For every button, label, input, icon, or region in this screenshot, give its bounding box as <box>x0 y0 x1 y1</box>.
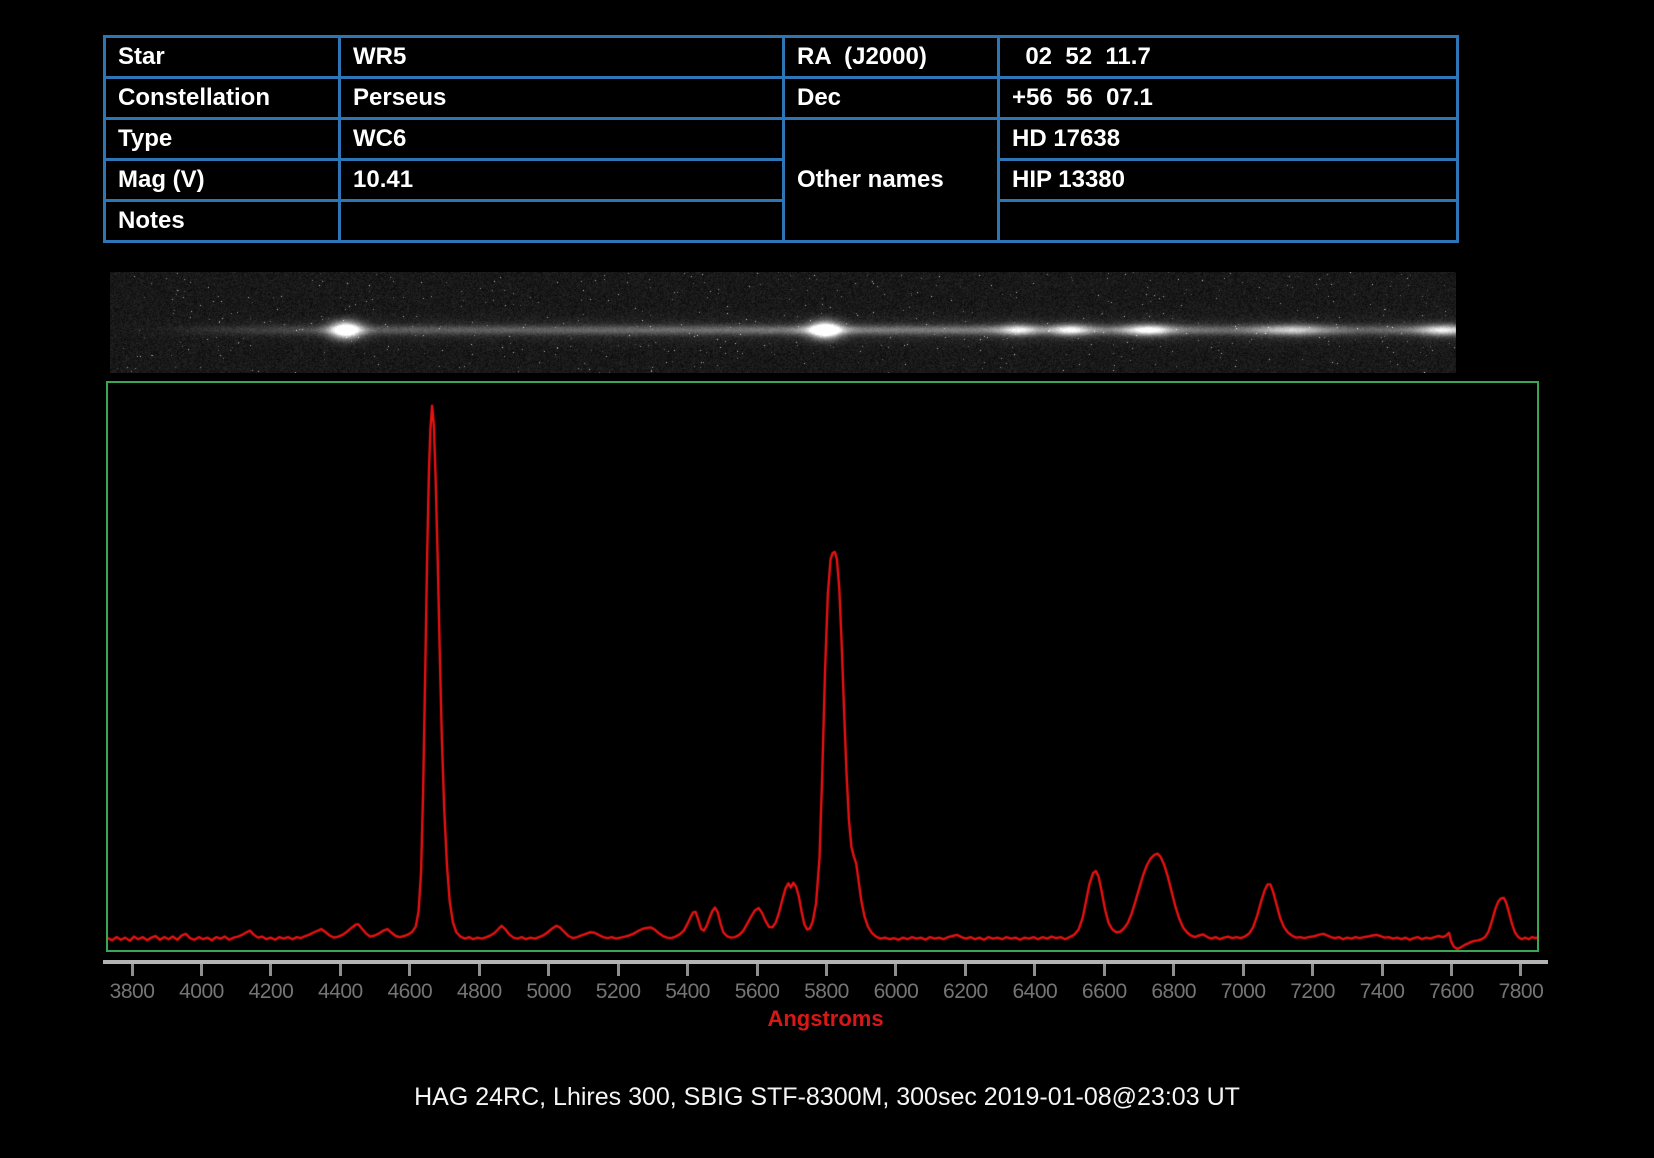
x-tick-label: 6600 <box>1081 980 1127 1003</box>
x-tick-label: 5000 <box>526 980 572 1003</box>
dec-label: Dec <box>782 76 1000 120</box>
spectrum-plot-frame <box>106 381 1539 952</box>
x-tick-label: 4000 <box>179 980 224 1003</box>
other-names-label: Other names <box>782 117 1000 243</box>
x-tick-label: 4400 <box>318 980 363 1003</box>
table-row: Constellation Perseus Dec +56 56 07.1 <box>103 76 1459 120</box>
x-tick-mark <box>1311 964 1315 976</box>
notes-value <box>338 199 785 243</box>
x-tick-mark <box>1241 964 1245 976</box>
type-label: Type <box>103 117 341 161</box>
x-tick-mark <box>199 964 203 976</box>
mag-label: Mag (V) <box>103 158 341 202</box>
x-tick-mark <box>1449 964 1453 976</box>
x-tick-mark <box>1033 964 1037 976</box>
other-name-value-1: HD 17638 <box>997 117 1459 161</box>
star-info-table: Star WR5 RA (J2000) 02 52 11.7 Constella… <box>103 35 1459 243</box>
x-tick-label: 6800 <box>1151 980 1197 1003</box>
x-tick-label: 4800 <box>456 980 502 1003</box>
x-tick-label: 6400 <box>1012 980 1058 1003</box>
x-tick-label: 7000 <box>1220 980 1266 1003</box>
x-tick-label: 4200 <box>248 980 294 1003</box>
x-tick-label: 5600 <box>734 980 780 1003</box>
x-tick-label: 3800 <box>109 980 155 1003</box>
x-tick-label: 5200 <box>595 980 641 1003</box>
x-tick-mark <box>1102 964 1106 976</box>
ra-value: 02 52 11.7 <box>997 35 1459 79</box>
x-tick-mark <box>755 964 759 976</box>
x-tick-label: 4600 <box>387 980 433 1003</box>
x-tick-label: 6000 <box>873 980 919 1003</box>
notes-label: Notes <box>103 199 341 243</box>
star-label: Star <box>103 35 341 79</box>
x-tick-mark <box>338 964 342 976</box>
x-tick-label: 7400 <box>1359 980 1405 1003</box>
x-tick-mark <box>963 964 967 976</box>
x-axis-label: Angstroms <box>767 1006 884 1031</box>
other-name-value-3 <box>997 199 1459 243</box>
x-tick-label: 7600 <box>1429 980 1474 1003</box>
x-tick-mark <box>824 964 828 976</box>
acquisition-caption: HAG 24RC, Lhires 300, SBIG STF-8300M, 30… <box>414 1083 1240 1111</box>
ra-label: RA (J2000) <box>782 35 1000 79</box>
raw-spectrum-strip-image <box>110 272 1456 373</box>
constellation-label: Constellation <box>103 76 341 120</box>
x-tick-mark <box>1380 964 1384 976</box>
x-tick-mark <box>477 964 481 976</box>
x-tick-mark <box>547 964 551 976</box>
table-row: Notes <box>103 199 1459 243</box>
x-tick-mark <box>130 964 134 976</box>
table-row: Mag (V) 10.41 HIP 13380 <box>103 158 1459 202</box>
x-tick-label: 7200 <box>1290 980 1335 1003</box>
type-value: WC6 <box>338 117 785 161</box>
dec-value: +56 56 07.1 <box>997 76 1459 120</box>
x-tick-mark <box>616 964 620 976</box>
x-tick-mark <box>894 964 898 976</box>
x-tick-mark <box>686 964 690 976</box>
x-tick-mark <box>1519 964 1523 976</box>
spectrum-plot-canvas <box>108 383 1537 950</box>
x-tick-label: 5800 <box>804 980 849 1003</box>
table-row: Type WC6 Other names HD 17638 <box>103 117 1459 243</box>
constellation-value: Perseus <box>338 76 785 120</box>
other-name-value-2: HIP 13380 <box>997 158 1459 202</box>
x-tick-label: 7800 <box>1498 980 1544 1003</box>
table-row: Star WR5 RA (J2000) 02 52 11.7 <box>103 35 1459 79</box>
x-tick-mark <box>408 964 412 976</box>
star-value: WR5 <box>338 35 785 79</box>
x-tick-label: 5400 <box>665 980 710 1003</box>
mag-value: 10.41 <box>338 158 785 202</box>
x-tick-mark <box>269 964 273 976</box>
x-tick-mark <box>1172 964 1176 976</box>
x-tick-label: 6200 <box>943 980 988 1003</box>
x-axis-line <box>103 960 1548 964</box>
